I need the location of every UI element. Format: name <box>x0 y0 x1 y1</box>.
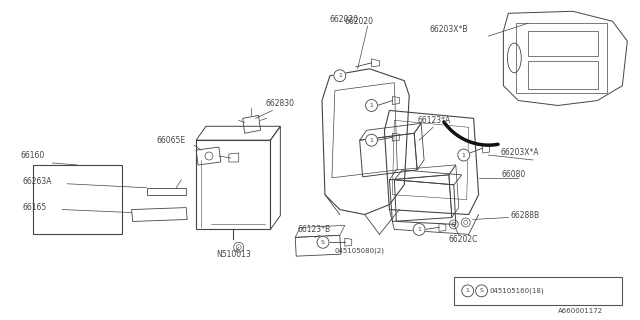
Text: 66263A: 66263A <box>22 177 52 186</box>
Text: N510013: N510013 <box>216 250 251 259</box>
Text: 66203X*A: 66203X*A <box>500 148 539 156</box>
Text: 66080: 66080 <box>501 170 525 180</box>
Text: 1: 1 <box>370 138 374 143</box>
Text: 045105080(2): 045105080(2) <box>335 248 385 254</box>
Text: 1: 1 <box>338 73 342 78</box>
Text: A660001172: A660001172 <box>558 308 603 314</box>
Text: S: S <box>479 288 484 293</box>
Text: 66202C: 66202C <box>449 235 478 244</box>
Text: 66160: 66160 <box>20 150 45 160</box>
Text: 66165: 66165 <box>22 203 47 212</box>
Text: 66123*B: 66123*B <box>297 225 330 234</box>
Circle shape <box>334 70 346 82</box>
Text: 1: 1 <box>417 227 421 232</box>
Text: 1: 1 <box>462 153 466 157</box>
Circle shape <box>461 285 474 297</box>
Text: 66065E: 66065E <box>156 136 186 145</box>
Text: 66203X*B: 66203X*B <box>429 25 468 34</box>
Circle shape <box>413 223 425 235</box>
Text: S: S <box>321 240 325 245</box>
Text: 662020: 662020 <box>345 17 374 26</box>
Circle shape <box>317 236 329 248</box>
Text: 1: 1 <box>370 103 374 108</box>
Text: 66123*A: 66123*A <box>417 116 451 125</box>
Circle shape <box>365 134 378 146</box>
Text: 1: 1 <box>466 288 470 293</box>
Circle shape <box>365 100 378 111</box>
Text: 66288B: 66288B <box>510 211 540 220</box>
Bar <box>454 277 622 305</box>
Text: 662020: 662020 <box>330 15 359 24</box>
Text: 662830: 662830 <box>266 99 294 108</box>
Circle shape <box>458 149 470 161</box>
Circle shape <box>476 285 488 297</box>
Text: 045105160(18): 045105160(18) <box>490 288 544 294</box>
